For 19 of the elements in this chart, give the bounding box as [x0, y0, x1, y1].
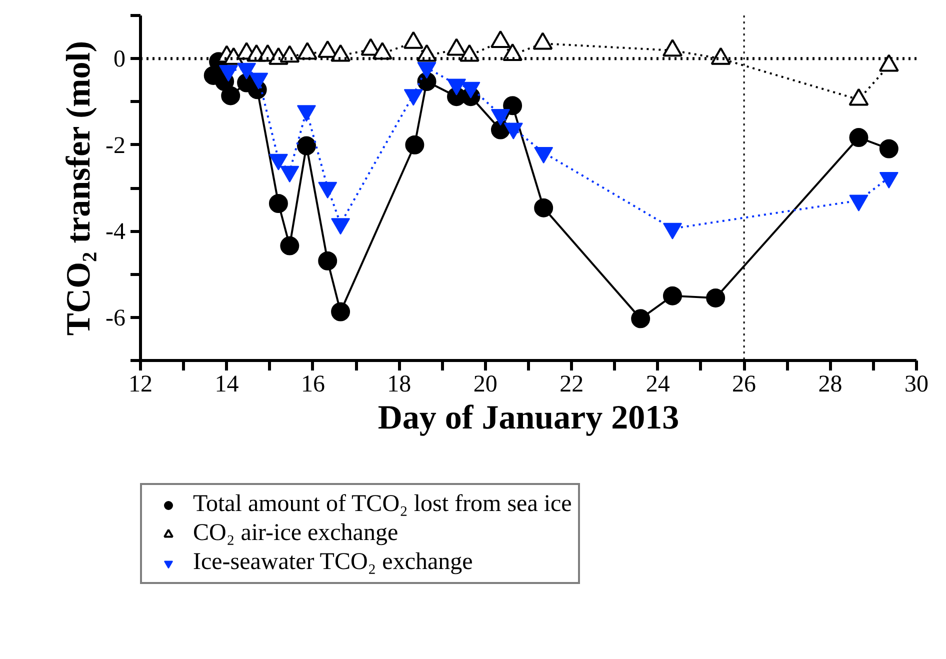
x-tick-label: 24 — [646, 372, 670, 398]
x-tick-label: 12 — [128, 372, 152, 398]
x-tick-label: 18 — [387, 372, 412, 398]
legend-label: Ice-seawater TCO₂ exchange — [193, 549, 473, 576]
x-tick-label: 22 — [560, 372, 584, 398]
x-tick-label: 20 — [473, 372, 498, 398]
x-tick-label: 30 — [904, 372, 928, 398]
y-tick-label: 0 — [114, 46, 126, 73]
y-axis-title: TCO₂ transfer (mol) — [60, 40, 98, 336]
y-tick-label: -2 — [106, 132, 126, 159]
legend-label: CO₂ air-ice exchange — [193, 520, 398, 547]
x-tick-label: 16 — [300, 372, 325, 398]
legend-label: Total amount of TCO₂ lost from sea ice — [193, 491, 572, 518]
y-tick-label: -4 — [106, 219, 126, 246]
x-tick-label: 28 — [818, 372, 842, 398]
x-axis-title: Day of January 2013 — [378, 400, 680, 436]
x-tick-label: 14 — [214, 372, 239, 398]
y-tick-label: -6 — [106, 305, 126, 332]
x-tick-label: 26 — [732, 372, 756, 398]
